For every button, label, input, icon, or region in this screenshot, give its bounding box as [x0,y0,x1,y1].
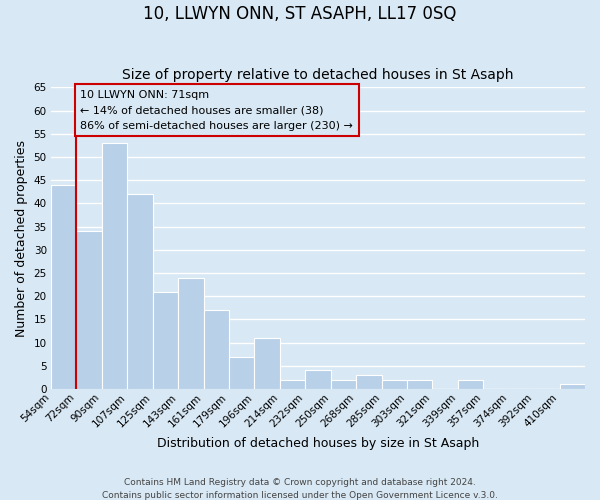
Bar [305,370,331,389]
Bar [229,356,254,389]
Bar [331,380,356,389]
Bar [280,380,305,389]
Text: 10, LLWYN ONN, ST ASAPH, LL17 0SQ: 10, LLWYN ONN, ST ASAPH, LL17 0SQ [143,5,457,23]
X-axis label: Distribution of detached houses by size in St Asaph: Distribution of detached houses by size … [157,437,479,450]
Title: Size of property relative to detached houses in St Asaph: Size of property relative to detached ho… [122,68,514,82]
Bar [382,380,407,389]
Bar [407,380,433,389]
Bar [51,185,76,389]
Bar [356,375,382,389]
Bar [458,380,483,389]
Bar [203,310,229,389]
Text: Contains HM Land Registry data © Crown copyright and database right 2024.
Contai: Contains HM Land Registry data © Crown c… [102,478,498,500]
Bar [76,231,102,389]
Bar [178,278,203,389]
Y-axis label: Number of detached properties: Number of detached properties [15,140,28,336]
Text: 10 LLWYN ONN: 71sqm
← 14% of detached houses are smaller (38)
86% of semi-detach: 10 LLWYN ONN: 71sqm ← 14% of detached ho… [80,90,353,131]
Bar [152,292,178,389]
Bar [560,384,585,389]
Bar [102,143,127,389]
Bar [127,194,152,389]
Bar [254,338,280,389]
